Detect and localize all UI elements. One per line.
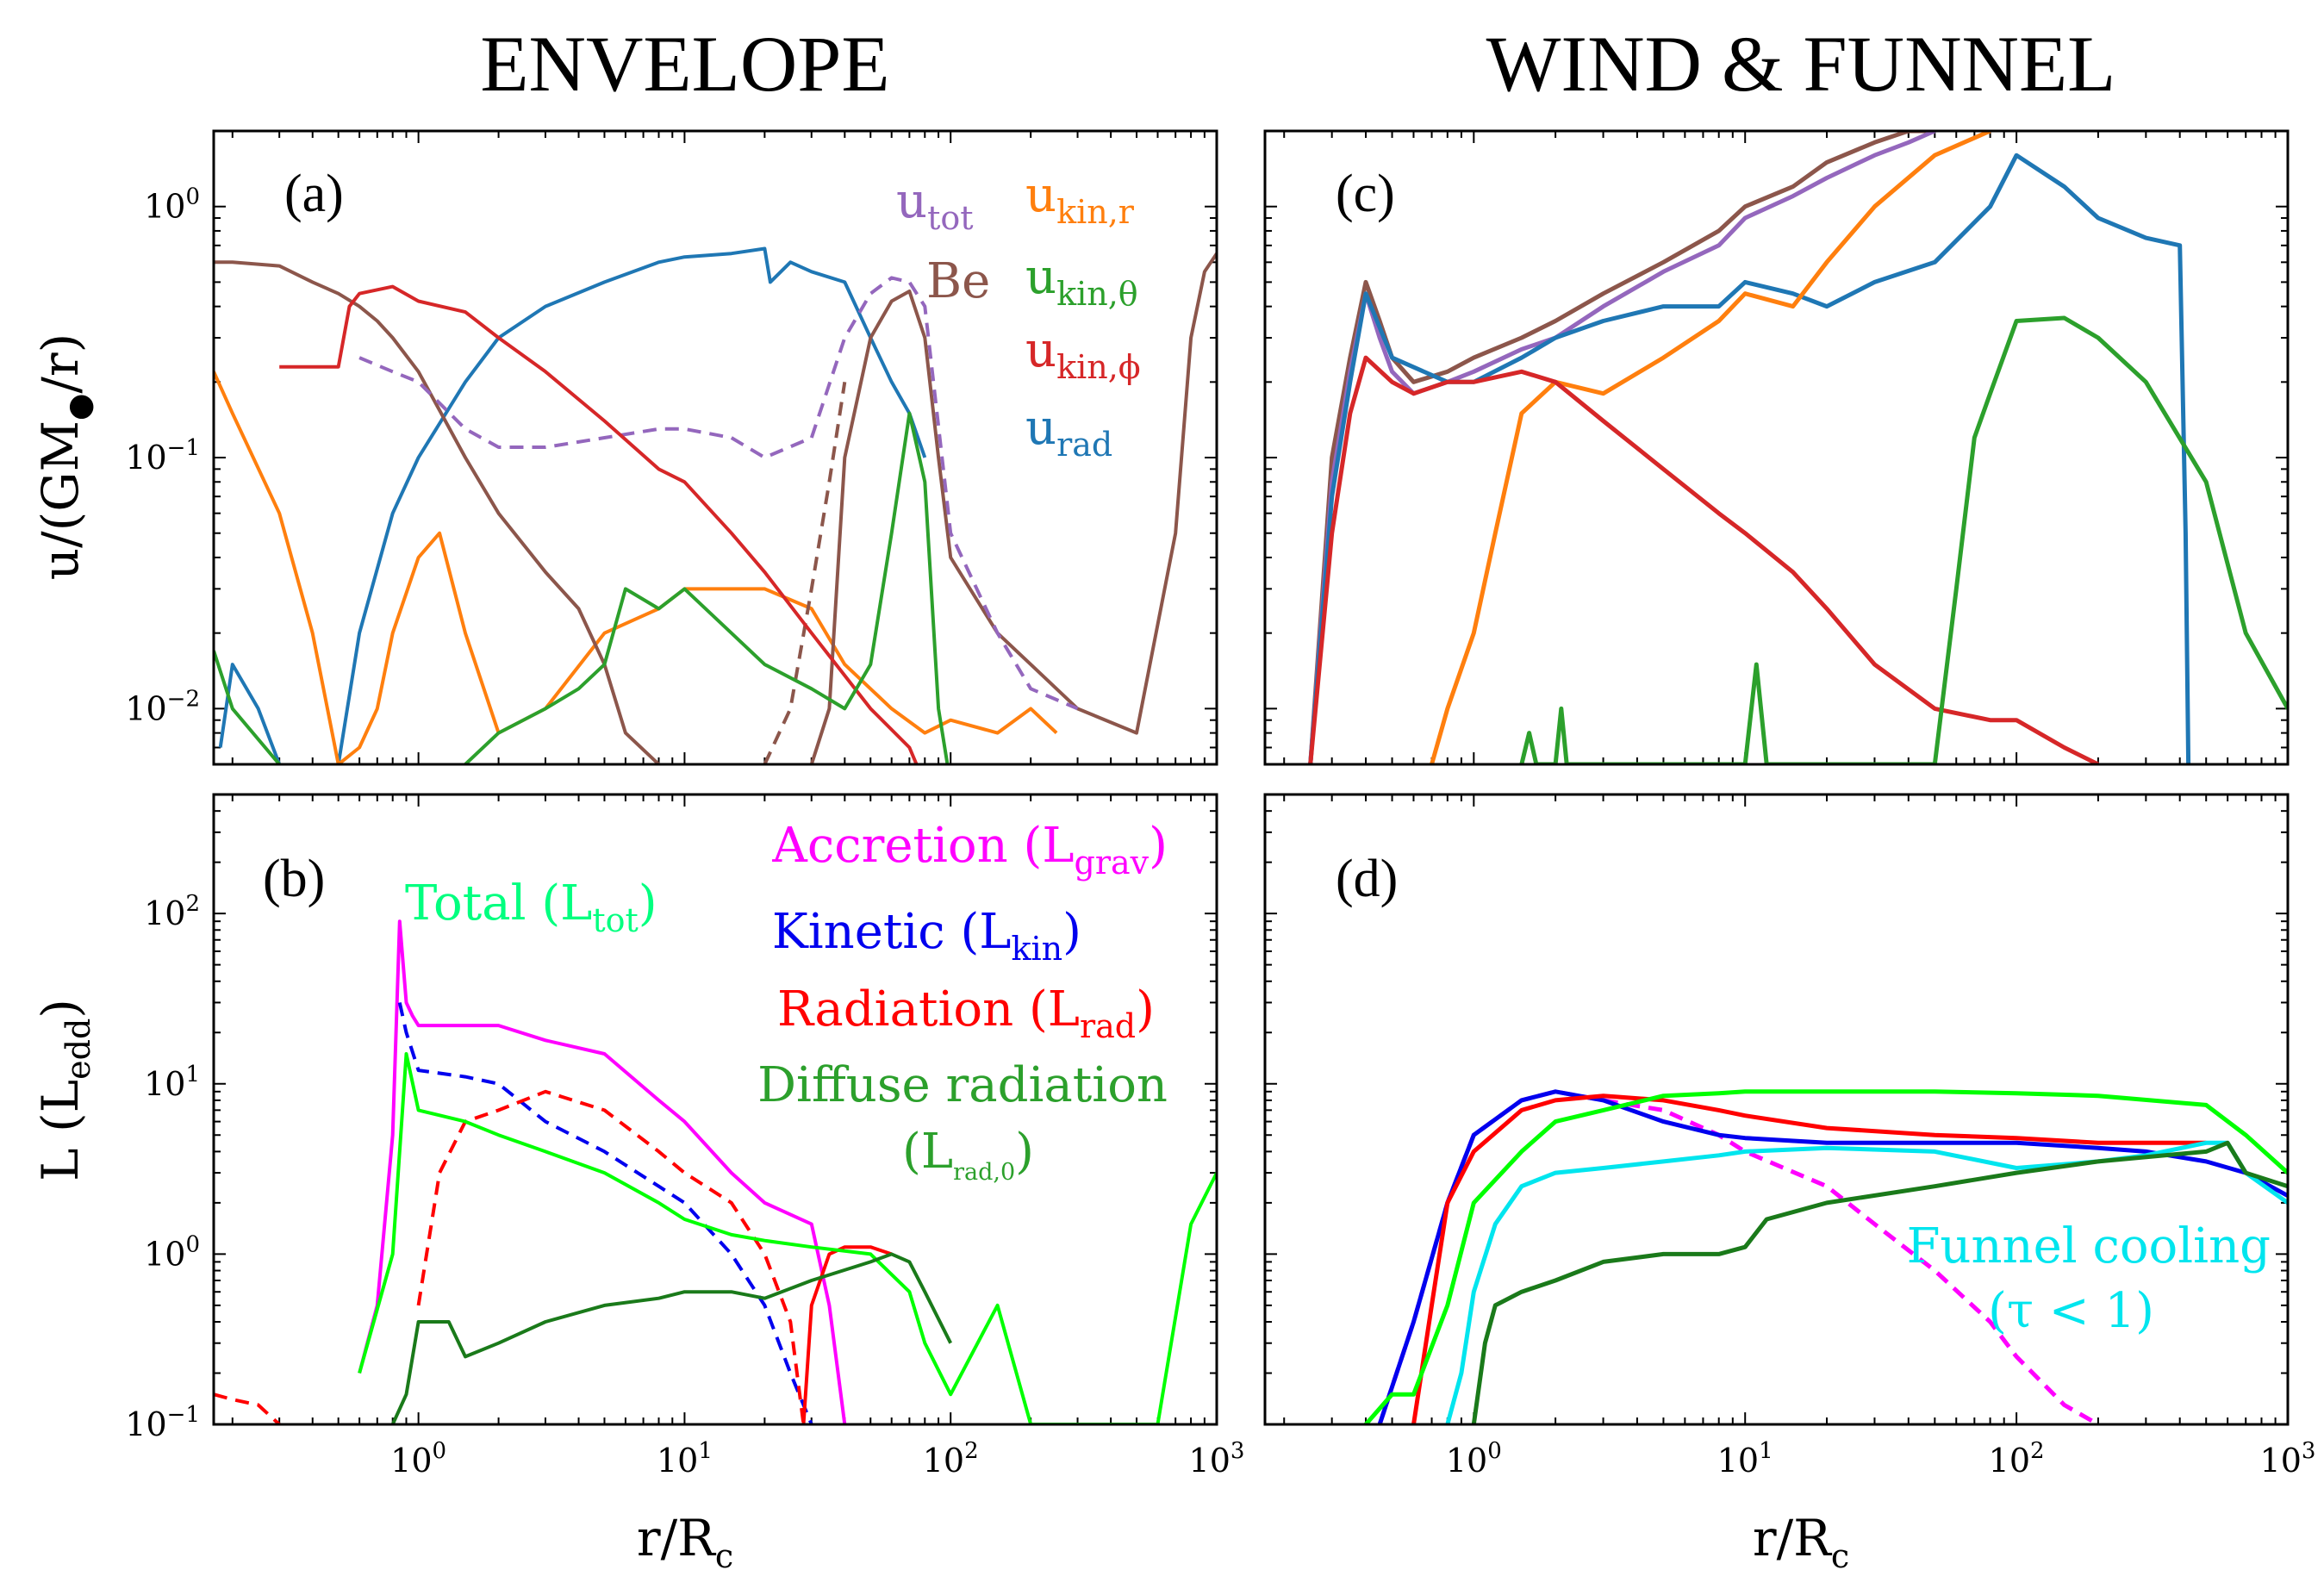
series-line-u-kin-theta bbox=[214, 411, 950, 764]
series-line-be-dashed bbox=[763, 381, 847, 764]
axis-ticks bbox=[1265, 130, 2289, 765]
x-tick-label: 101 bbox=[657, 1438, 713, 1480]
y-axis-label-energy: u/(GM●/r) bbox=[31, 333, 97, 581]
panel-label: (c) bbox=[1336, 165, 1395, 223]
legend-entry: Kinetic (Lkin) bbox=[772, 904, 1081, 968]
legend-entry: (Lrad,0) bbox=[902, 1124, 1034, 1186]
legend-entry: utot bbox=[896, 173, 974, 237]
panel-b: 102 101 100 10−1 100 101 102 103 (b) Accretion (L… bbox=[125, 793, 1245, 1480]
y-tick-label: 10−2 bbox=[125, 686, 200, 727]
x-tick-label: 100 bbox=[390, 1438, 446, 1480]
series-group bbox=[214, 919, 1217, 1424]
plot-frame bbox=[212, 793, 1218, 1426]
series-line-l-tot bbox=[1364, 1089, 2288, 1424]
x-tick-label: 102 bbox=[1989, 1438, 2045, 1480]
series-group bbox=[1308, 131, 2288, 764]
panel-label: (b) bbox=[263, 850, 325, 908]
y-tick-label: 10−1 bbox=[125, 1402, 200, 1443]
legend-entry: Be bbox=[926, 253, 990, 309]
x-axis-label-right: r/Rc bbox=[1753, 1509, 1849, 1570]
x-tick-label: 101 bbox=[1717, 1438, 1773, 1480]
series-line-l-rad0 bbox=[390, 1252, 952, 1424]
series-line-l-kin bbox=[397, 1002, 813, 1424]
series-line-u-rad bbox=[218, 246, 927, 764]
y-tick-label: 100 bbox=[144, 184, 200, 226]
series-line-l-funnel bbox=[1445, 1140, 2288, 1424]
series-line-be bbox=[1308, 131, 1935, 764]
legend-entry: Total (Ltot) bbox=[405, 875, 657, 939]
panel-a: 100 10−1 10−2 (a) utot ukin,r Be ukin,θ ukin,ϕ ur… bbox=[125, 129, 1218, 766]
legend-entry: ukin,ϕ bbox=[1025, 322, 1141, 386]
series-group bbox=[1364, 1089, 2288, 1424]
column-title-wind-funnel: WIND & FUNNEL bbox=[1486, 20, 2116, 108]
y-tick-label: 102 bbox=[144, 891, 200, 932]
series-line-l-grav bbox=[358, 919, 847, 1424]
x-axis-label-left: r/Rc bbox=[637, 1509, 733, 1570]
series-line-u-kin-r bbox=[214, 371, 1058, 764]
series-line-l-rad0 bbox=[1471, 1140, 2288, 1424]
series-line-l-rad-solid bbox=[801, 1245, 893, 1424]
series-line-be bbox=[214, 252, 1217, 764]
series-line-u-tot bbox=[1308, 131, 1936, 764]
y-tick-label: 101 bbox=[144, 1062, 200, 1103]
column-title-envelope: ENVELOPE bbox=[480, 20, 889, 108]
series-line-u-kin-r bbox=[1430, 131, 1991, 764]
legend-entry: Funnel cooling bbox=[1907, 1218, 2271, 1274]
series-line-l-rad bbox=[416, 1089, 806, 1424]
legend-entry: (τ < 1) bbox=[1988, 1283, 2154, 1339]
series-group bbox=[214, 246, 1217, 764]
legend-entry: Radiation (Lrad) bbox=[777, 981, 1155, 1045]
series-line-u-kin-phi bbox=[279, 284, 919, 764]
series-line-u-rad bbox=[1308, 153, 2191, 764]
series-line-u-tot bbox=[358, 276, 1079, 711]
panel-c: (c) bbox=[1263, 129, 2290, 766]
series-line-l-tot-dashed bbox=[214, 1392, 281, 1424]
panel-label: (a) bbox=[284, 165, 344, 223]
plot-frame bbox=[1263, 129, 2290, 766]
y-tick-label: 100 bbox=[144, 1231, 200, 1273]
series-line-u-kin-phi bbox=[1308, 355, 2100, 764]
legend-entry: Diffuse radiation bbox=[757, 1057, 1168, 1113]
plot-frame bbox=[212, 129, 1218, 766]
panel-label: (d) bbox=[1336, 850, 1398, 908]
legend-entry: ukin,θ bbox=[1025, 249, 1138, 313]
series-line-u-kin-theta bbox=[1519, 315, 2288, 764]
series-line-l-rad bbox=[1411, 1093, 2207, 1424]
y-tick-label: 10−1 bbox=[125, 435, 200, 477]
legend-entry: ukin,r bbox=[1025, 167, 1135, 231]
x-tick-label: 103 bbox=[1189, 1438, 1245, 1480]
x-tick-label: 102 bbox=[923, 1438, 979, 1480]
x-tick-label: 100 bbox=[1446, 1438, 1502, 1480]
plot-frame bbox=[1263, 793, 2290, 1426]
y-axis-label-luminosity: L (Ledd) bbox=[31, 999, 97, 1181]
x-tick-label: 103 bbox=[2260, 1438, 2316, 1480]
series-line-l-tot bbox=[358, 1052, 1217, 1424]
panel-d: 100 101 102 103 (d) Funnel cooling (τ < 1) bbox=[1263, 793, 2316, 1480]
legend-entry: urad bbox=[1025, 400, 1112, 464]
axis-ticks bbox=[1265, 794, 2289, 1425]
legend-entry: Accretion (Lgrav) bbox=[771, 818, 1168, 882]
